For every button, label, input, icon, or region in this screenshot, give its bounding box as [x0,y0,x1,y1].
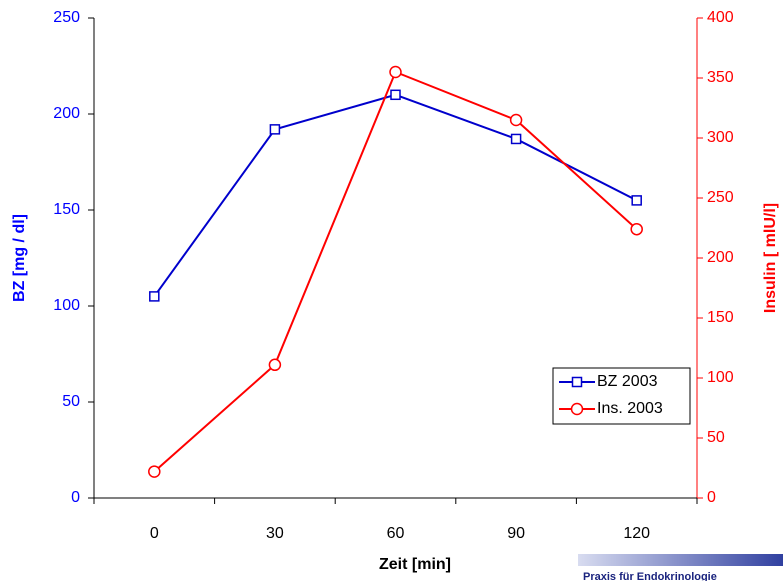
y-tick-label: 100 [53,297,80,314]
y2-tick-label: 400 [707,9,734,26]
y2-tick-label: 300 [707,129,734,146]
y2-tick-label: 200 [707,249,734,266]
x-tick-label: 60 [387,525,405,542]
x-tick-label: 120 [623,525,650,542]
y2-tick-label: 100 [707,369,734,386]
y-tick-label: 50 [62,393,80,410]
logo-bar [578,554,783,566]
series-line [153,93,638,297]
data-point [268,358,282,372]
x-tick-label: 30 [266,525,284,542]
y-tick-label: 200 [53,105,80,122]
x-axis-title: Zeit [min] [379,556,451,573]
legend-label: BZ 2003 [597,373,658,390]
y-tick-label: 250 [53,9,80,26]
x-tick-label: 90 [507,525,525,542]
footer-logo: Praxis für Endokrinologie [583,571,717,581]
y2-tick-label: 50 [707,429,725,446]
data-point [149,291,160,302]
data-point [269,124,281,135]
x-tick-label: 0 [150,525,159,542]
y-tick-label: 150 [53,201,80,218]
data-point [389,65,402,79]
legend-marker [571,376,583,388]
data-point [630,222,643,236]
legend-marker [570,402,584,416]
data-point [148,465,161,478]
data-point [509,113,523,127]
y2-axis-title: Insulin [ mlU/l] [762,203,779,313]
y2-tick-label: 350 [707,69,734,86]
y2-tick-label: 0 [707,489,716,506]
legend-label: Ins. 2003 [597,400,663,417]
y-axis-title: BZ [mg / dl] [11,214,28,302]
data-point [510,133,522,145]
y2-tick-label: 250 [707,189,734,206]
y-tick-label: 0 [71,489,80,506]
data-point [390,89,401,101]
data-point [631,195,642,206]
y2-tick-label: 150 [707,309,734,326]
